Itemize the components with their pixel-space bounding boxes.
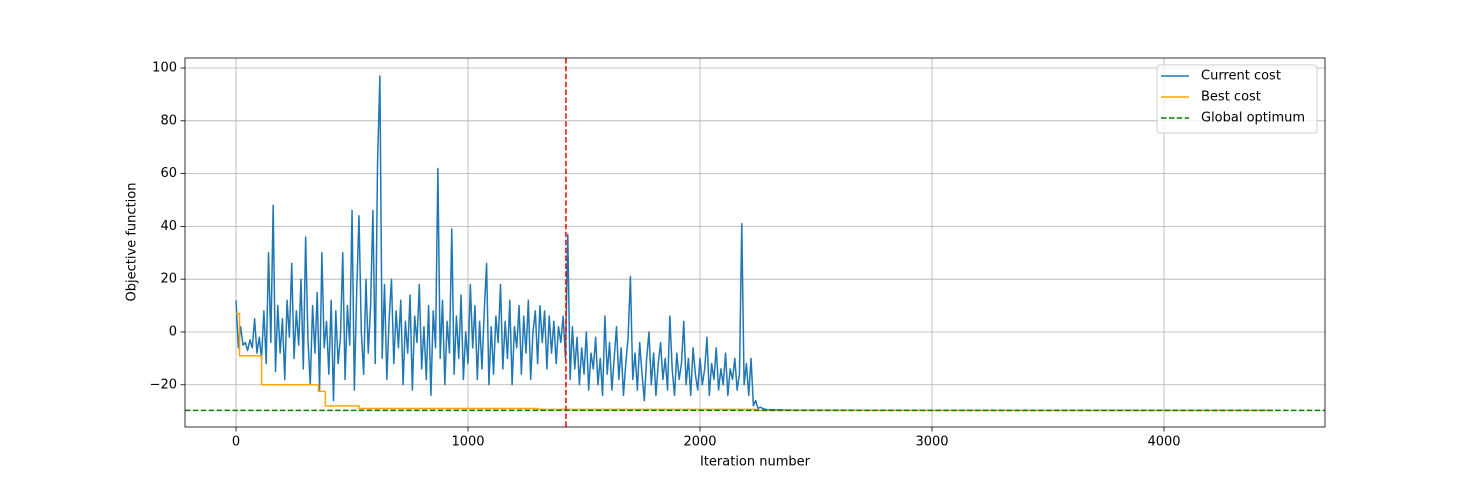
legend-label: Best cost bbox=[1201, 90, 1261, 105]
plot-frame bbox=[184, 57, 1326, 428]
y-axis-label: Objective function bbox=[125, 183, 140, 302]
x-tick-label: 2000 bbox=[683, 435, 716, 450]
y-tick-label: 100 bbox=[152, 61, 177, 76]
y-tick-label: 80 bbox=[160, 113, 177, 128]
y-tick-label: 60 bbox=[160, 166, 177, 181]
series-line bbox=[236, 312, 1274, 412]
legend-label: Global optimum bbox=[1201, 111, 1305, 126]
x-tick-label: 3000 bbox=[915, 435, 948, 450]
y-tick-label: 20 bbox=[160, 272, 177, 287]
x-tick-label: 1000 bbox=[451, 435, 484, 450]
x-axis-label: Iteration number bbox=[700, 455, 811, 470]
legend-box bbox=[1156, 64, 1318, 134]
x-tick-label: 4000 bbox=[1147, 435, 1180, 450]
y-tick-label: 40 bbox=[160, 219, 177, 234]
legend-label: Current cost bbox=[1201, 69, 1281, 84]
legend: Current cost Best cost Global optimum bbox=[1156, 64, 1318, 134]
y-tick-label: −20 bbox=[150, 377, 177, 392]
series-line bbox=[235, 75, 1274, 412]
x-tick-label: 0 bbox=[232, 435, 240, 450]
y-tick-label: 0 bbox=[169, 324, 177, 339]
